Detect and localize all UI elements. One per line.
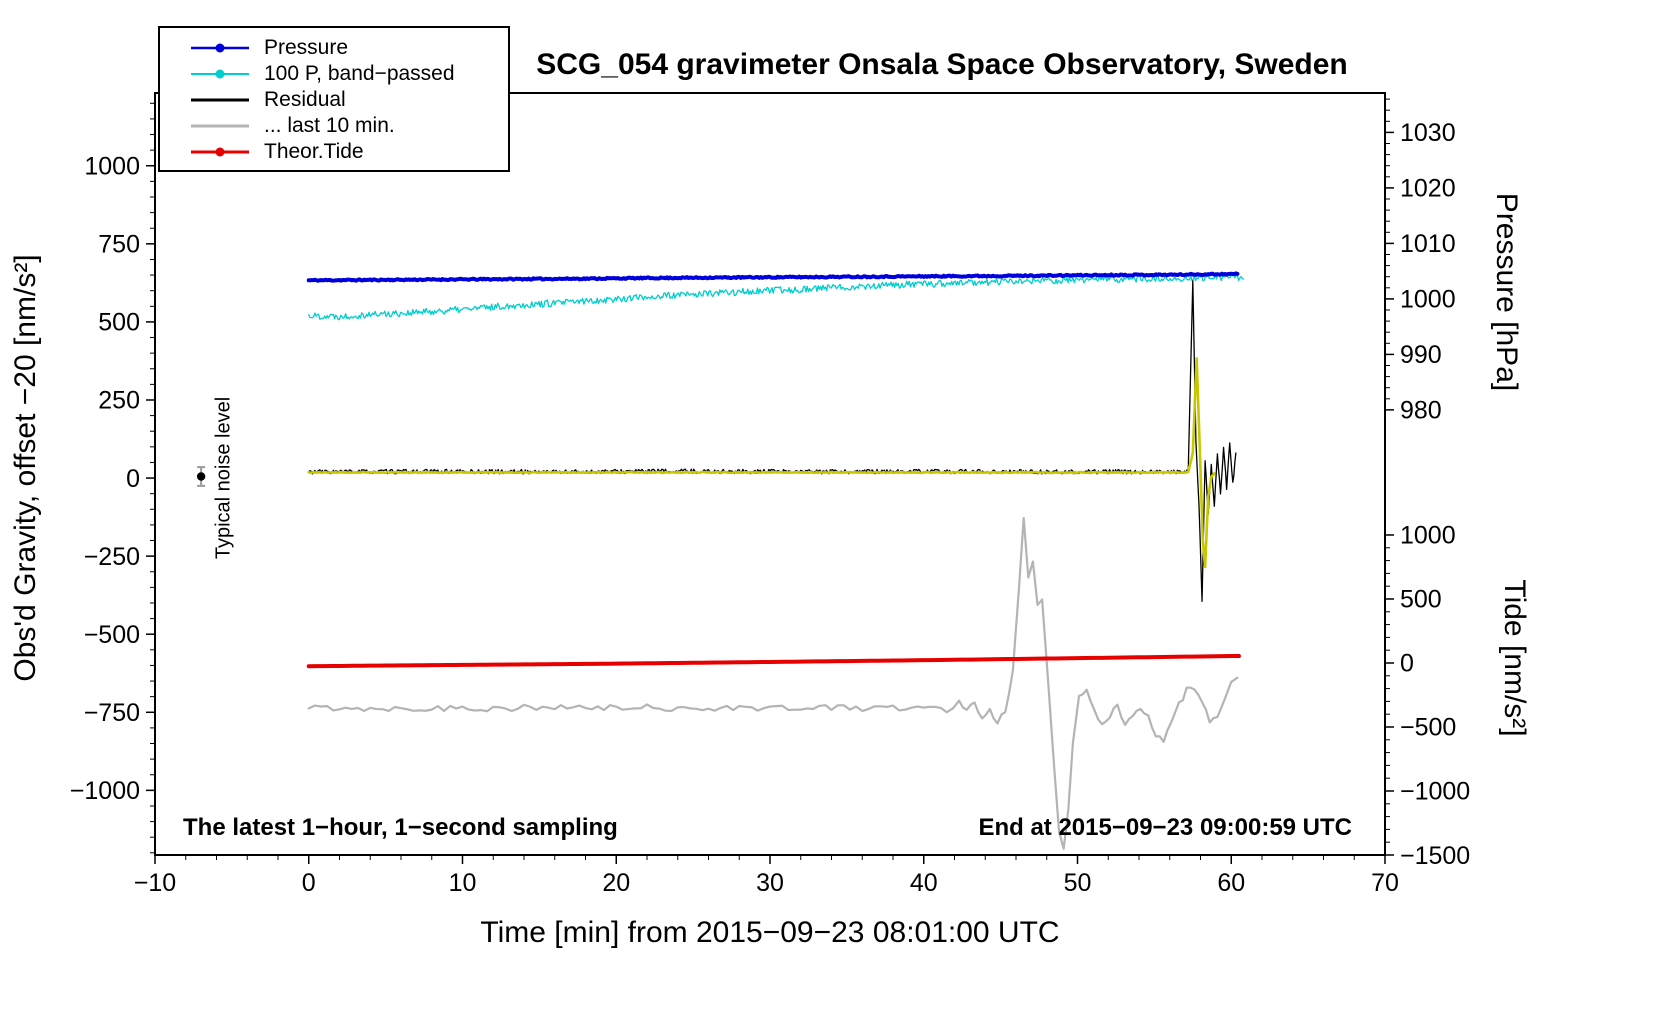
svg-text:0: 0: [1400, 650, 1414, 678]
legend-item-label: Pressure: [264, 36, 349, 59]
svg-text:0: 0: [302, 869, 316, 897]
legend-item-label: ... last 10 min.: [264, 114, 395, 137]
axis-tick-labels: −10 0 10 20 30 40 50 60 70−1000−750−500−25002505…: [70, 119, 1470, 897]
svg-text:50: 50: [1064, 869, 1092, 897]
svg-text:−1000: −1000: [70, 777, 140, 805]
svg-text:0: 0: [126, 465, 140, 493]
gravity-axis-label: Obs'd Gravity, offset −20 [nm/s²]: [9, 254, 42, 682]
series-residual-filtered: [307, 356, 1216, 569]
plot-frame: [154, 92, 1386, 856]
series-residual-last-10-min: [307, 516, 1239, 850]
svg-text:−500: −500: [1400, 714, 1456, 742]
legend-item-label: Theor.Tide: [264, 140, 364, 163]
svg-text:250: 250: [98, 387, 140, 415]
svg-text:−10: −10: [134, 869, 176, 897]
svg-text:1000: 1000: [1400, 286, 1456, 314]
svg-text:−1500: −1500: [1400, 842, 1470, 870]
pressure-axis-label: Pressure [hPa]: [1490, 192, 1523, 392]
svg-text:1020: 1020: [1400, 175, 1456, 203]
svg-text:−750: −750: [84, 699, 140, 727]
svg-text:1010: 1010: [1400, 230, 1456, 258]
series-theoretical-tide: [306, 653, 1241, 669]
tide-axis-label: Tide [nm/s²]: [1498, 579, 1531, 737]
legend-sample-line: [191, 124, 249, 128]
svg-text:60: 60: [1217, 869, 1245, 897]
legend-sample-line: [191, 147, 249, 157]
svg-text:40: 40: [910, 869, 938, 897]
legend-item: 100 P, band−passed: [160, 61, 508, 87]
series-pressure: [306, 271, 1240, 283]
legend-item: Theor.Tide: [160, 139, 508, 165]
svg-text:500: 500: [1400, 586, 1442, 614]
svg-text:1000: 1000: [84, 153, 140, 181]
sampling-info-text: The latest 1−hour, 1−second sampling: [183, 814, 618, 841]
svg-text:20: 20: [602, 869, 630, 897]
legend-item: ... last 10 min.: [160, 113, 508, 139]
svg-text:−500: −500: [84, 621, 140, 649]
typical-noise-level-marker: [196, 466, 206, 487]
typical-noise-level-label: Typical noise level: [212, 396, 235, 560]
svg-text:−1000: −1000: [1400, 778, 1470, 806]
legend-sample-line: [191, 43, 249, 53]
svg-text:500: 500: [98, 309, 140, 337]
end-time-text: End at 2015−09−23 09:00:59 UTC: [978, 814, 1352, 841]
svg-text:1030: 1030: [1400, 119, 1456, 147]
svg-text:750: 750: [98, 231, 140, 259]
legend: Pressure 100 P, band−passed Residual ... la…: [158, 26, 510, 172]
svg-text:990: 990: [1400, 341, 1442, 369]
legend-item-label: Residual: [264, 88, 346, 111]
legend-item: Residual: [160, 87, 508, 113]
svg-text:980: 980: [1400, 397, 1442, 425]
legend-sample-line: [191, 98, 249, 102]
series-residual: [308, 280, 1237, 602]
svg-text:1000: 1000: [1400, 522, 1456, 550]
chart-series: [306, 271, 1245, 850]
legend-item-label: 100 P, band−passed: [264, 62, 455, 85]
chart-title: SCG_054 gravimeter Onsala Space Observat…: [536, 48, 1348, 81]
svg-text:10: 10: [449, 869, 477, 897]
series-pressure-band-passed: [308, 273, 1245, 321]
svg-text:70: 70: [1371, 869, 1399, 897]
svg-text:30: 30: [756, 869, 784, 897]
svg-text:−250: −250: [84, 543, 140, 571]
x-axis-label: Time [min] from 2015−09−23 08:01:00 UTC: [480, 916, 1060, 949]
legend-sample-line: [191, 69, 249, 79]
legend-item: Pressure: [160, 35, 508, 61]
